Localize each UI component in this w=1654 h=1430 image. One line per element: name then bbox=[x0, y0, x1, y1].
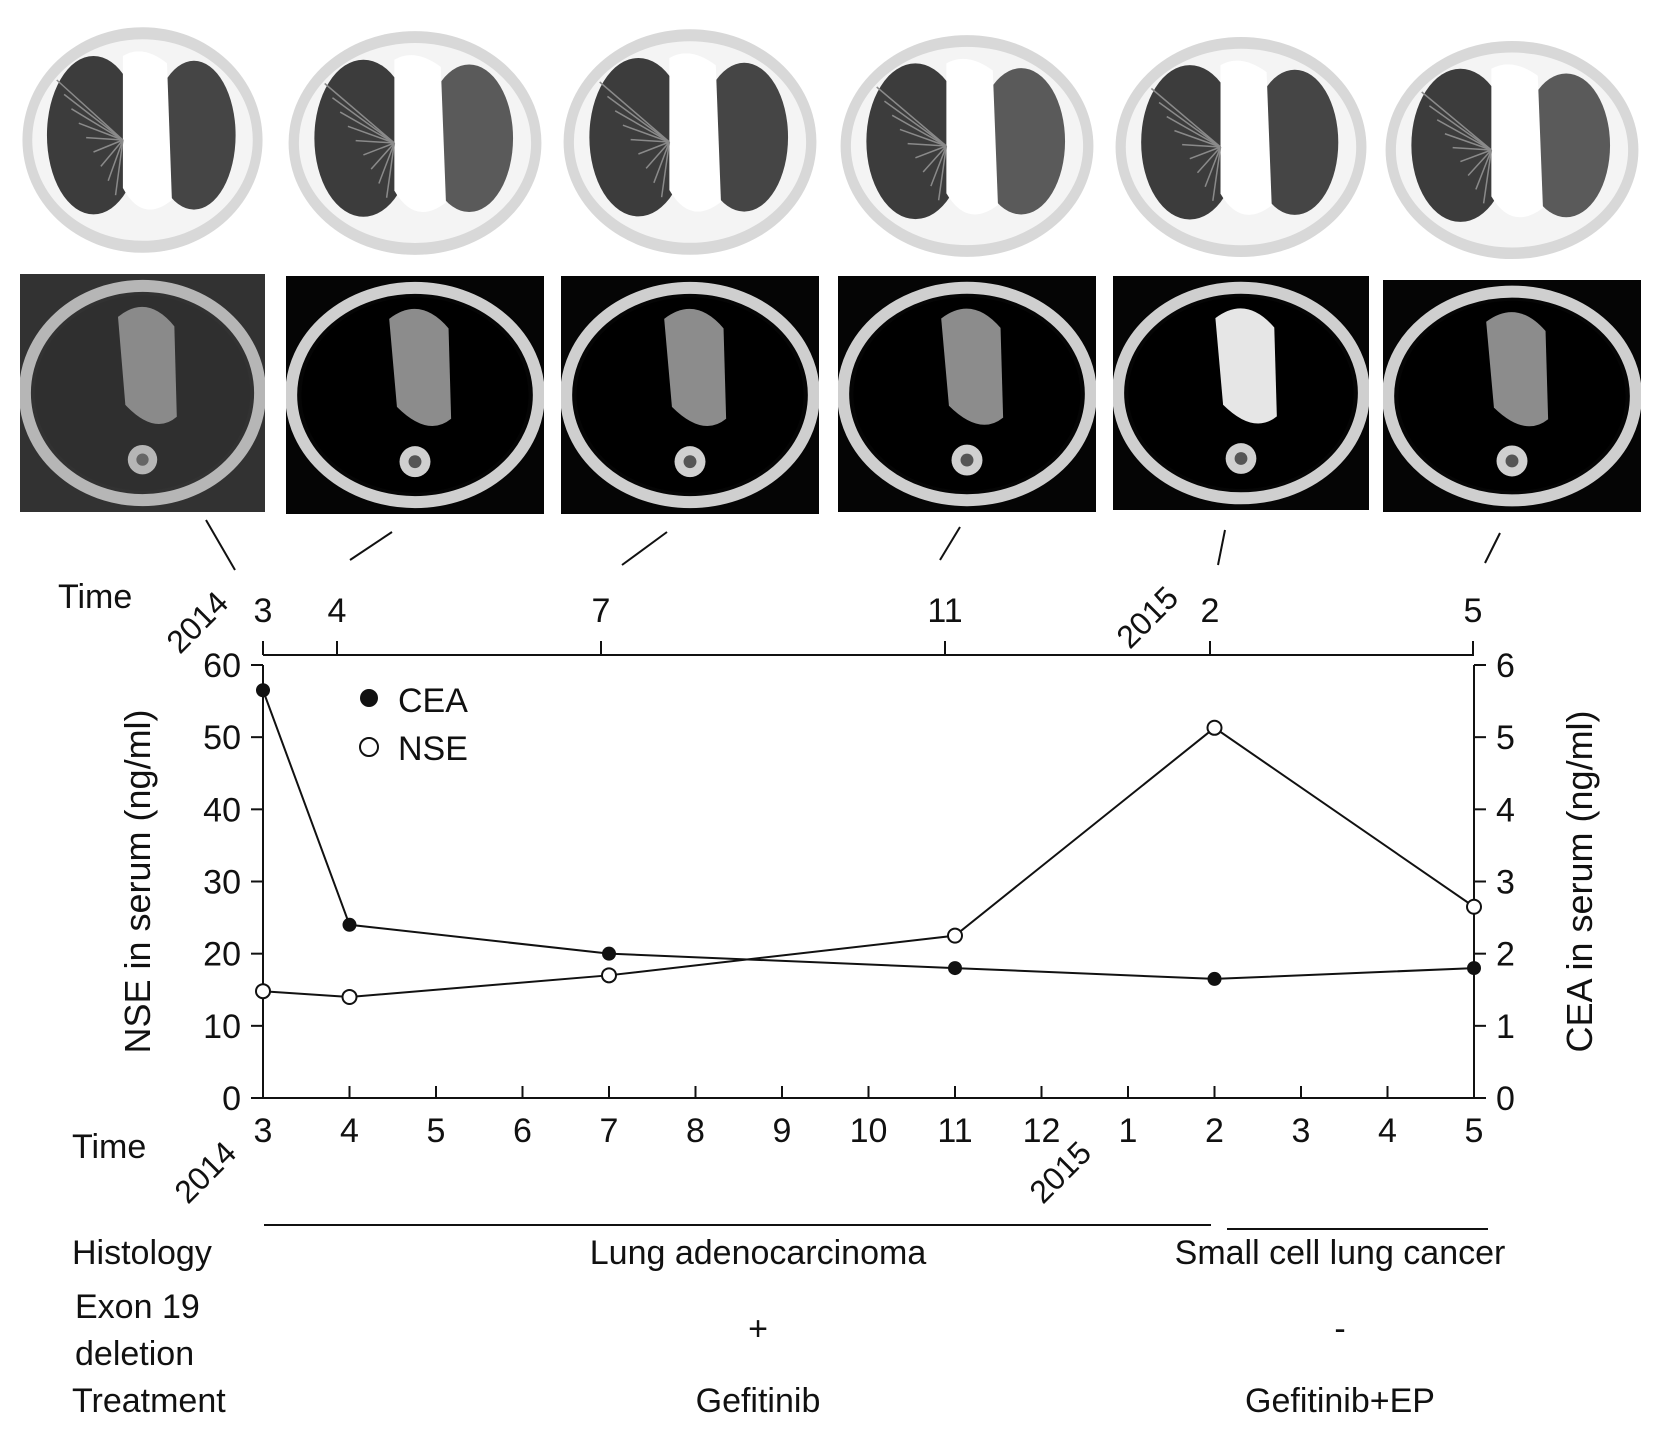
left-axis-tick-label: 10 bbox=[203, 1008, 241, 1046]
ct-image-5-lung-window bbox=[1113, 30, 1369, 264]
x-axis-tick-label: 8 bbox=[686, 1112, 705, 1150]
x-axis-tick-label: 6 bbox=[513, 1112, 532, 1150]
image-connector-line bbox=[349, 531, 393, 561]
x-axis-tick-label: 3 bbox=[254, 1112, 273, 1150]
ct-image-2-lung-window bbox=[286, 24, 544, 262]
left-axis-tick-label: 50 bbox=[203, 719, 241, 757]
treatment-label: Treatment bbox=[72, 1382, 226, 1420]
right-axis-tick-label: 6 bbox=[1496, 647, 1515, 685]
exon19-label-line2: deletion bbox=[75, 1335, 194, 1373]
x-axis-tick-label: 5 bbox=[1465, 1112, 1484, 1150]
x-axis-tick-label: 11 bbox=[937, 1112, 972, 1150]
x-axis-tick-label: 2 bbox=[1205, 1112, 1224, 1150]
left-axis-tick-label: 60 bbox=[203, 647, 241, 685]
exon19-value-adeno: + bbox=[748, 1310, 768, 1348]
right-axis-tick-label: 4 bbox=[1496, 791, 1515, 829]
top-axis-tick-label: 11 bbox=[927, 592, 962, 630]
right-axis-tick-label: 0 bbox=[1496, 1080, 1515, 1118]
point-nse bbox=[1466, 898, 1482, 915]
top-axis-year-label: 2015 bbox=[1109, 579, 1185, 655]
right-axis-tick-label: 3 bbox=[1496, 864, 1515, 902]
legend-marker-cea bbox=[360, 689, 378, 707]
ct-image-4-lung-window bbox=[838, 28, 1096, 264]
point-nse bbox=[1206, 719, 1223, 736]
treatment-value-adeno: Gefitinib bbox=[696, 1382, 821, 1420]
right-axis-title: CEA in serum (ng/ml) bbox=[1559, 710, 1600, 1052]
image-connector-line bbox=[621, 531, 668, 566]
x-axis-title: Time bbox=[72, 1128, 146, 1166]
ct-image-3-lung-window bbox=[561, 22, 819, 262]
left-axis-tick-label: 0 bbox=[222, 1080, 241, 1118]
point-nse bbox=[601, 967, 617, 984]
right-axis-tick-label: 1 bbox=[1496, 1008, 1515, 1046]
ct-image-1-mediastinal-window bbox=[20, 274, 265, 512]
x-axis-tick-label: 5 bbox=[427, 1112, 446, 1150]
point-nse bbox=[255, 983, 271, 1000]
ct-image-6-mediastinal-window bbox=[1383, 280, 1641, 512]
left-axis-tick-label: 30 bbox=[203, 864, 241, 902]
point-cea bbox=[342, 917, 357, 932]
point-cea bbox=[1467, 961, 1481, 976]
point-cea bbox=[256, 683, 270, 698]
legend-marker-nse bbox=[359, 737, 379, 757]
image-connector-line bbox=[1217, 529, 1226, 566]
series-line-cea bbox=[262, 689, 1475, 980]
point-cea bbox=[948, 961, 962, 976]
image-connector-line bbox=[205, 519, 236, 571]
point-cea bbox=[1207, 971, 1222, 986]
exon19-value-sclc: - bbox=[1334, 1310, 1345, 1348]
x-axis-tick-label: 7 bbox=[600, 1112, 619, 1150]
treatment-value-sclc: Gefitinib+EP bbox=[1245, 1382, 1435, 1420]
point-nse bbox=[341, 988, 358, 1005]
ct-image-1-lung-window bbox=[20, 20, 265, 260]
point-cea bbox=[602, 946, 616, 961]
legend-label-cea: CEA bbox=[398, 682, 468, 720]
image-connector-line bbox=[1484, 532, 1501, 564]
image-connector-line bbox=[939, 526, 961, 561]
left-axis-title: NSE in serum (ng/ml) bbox=[117, 709, 158, 1053]
series-line-nse bbox=[262, 726, 1475, 998]
left-axis-tick-label: 40 bbox=[203, 791, 241, 829]
histology-segment-adeno: Lung adenocarcinoma bbox=[590, 1234, 927, 1272]
ct-image-4-mediastinal-window bbox=[838, 276, 1096, 512]
top-axis-tick-label: 7 bbox=[592, 592, 611, 630]
top-axis-tick-label: 4 bbox=[328, 592, 347, 630]
x-axis-year-label: 2014 bbox=[167, 1134, 243, 1210]
right-axis-tick-label: 5 bbox=[1496, 719, 1515, 757]
top-axis-tick-label: 3 bbox=[254, 592, 273, 630]
legend-label-nse: NSE bbox=[398, 730, 468, 768]
exon19-label-line1: Exon 19 bbox=[75, 1288, 200, 1326]
x-axis-tick-label: 10 bbox=[850, 1112, 888, 1150]
left-axis-tick-label: 20 bbox=[203, 936, 241, 974]
top-axis-tick-label: 2 bbox=[1201, 592, 1220, 630]
ct-panel bbox=[0, 0, 1654, 520]
ct-image-3-mediastinal-window bbox=[561, 276, 819, 514]
top-axis-tick-label: 5 bbox=[1464, 592, 1483, 630]
x-axis-tick-label: 3 bbox=[1292, 1112, 1311, 1150]
histology-segment-sclc: Small cell lung cancer bbox=[1175, 1234, 1506, 1272]
right-axis-tick-label: 2 bbox=[1496, 936, 1515, 974]
point-nse bbox=[947, 927, 963, 944]
x-axis-tick-label: 12 bbox=[1023, 1112, 1061, 1150]
x-axis-tick-label: 9 bbox=[773, 1112, 792, 1150]
top-axis-label: Time bbox=[58, 578, 132, 616]
ct-image-5-mediastinal-window bbox=[1113, 276, 1369, 510]
ct-image-2-mediastinal-window bbox=[286, 276, 544, 514]
ct-image-6-lung-window bbox=[1383, 34, 1641, 266]
x-axis-tick-label: 4 bbox=[1378, 1112, 1397, 1150]
histology-label: Histology bbox=[72, 1234, 212, 1272]
x-axis-tick-label: 4 bbox=[340, 1112, 359, 1150]
x-axis-tick-label: 1 bbox=[1119, 1112, 1138, 1150]
